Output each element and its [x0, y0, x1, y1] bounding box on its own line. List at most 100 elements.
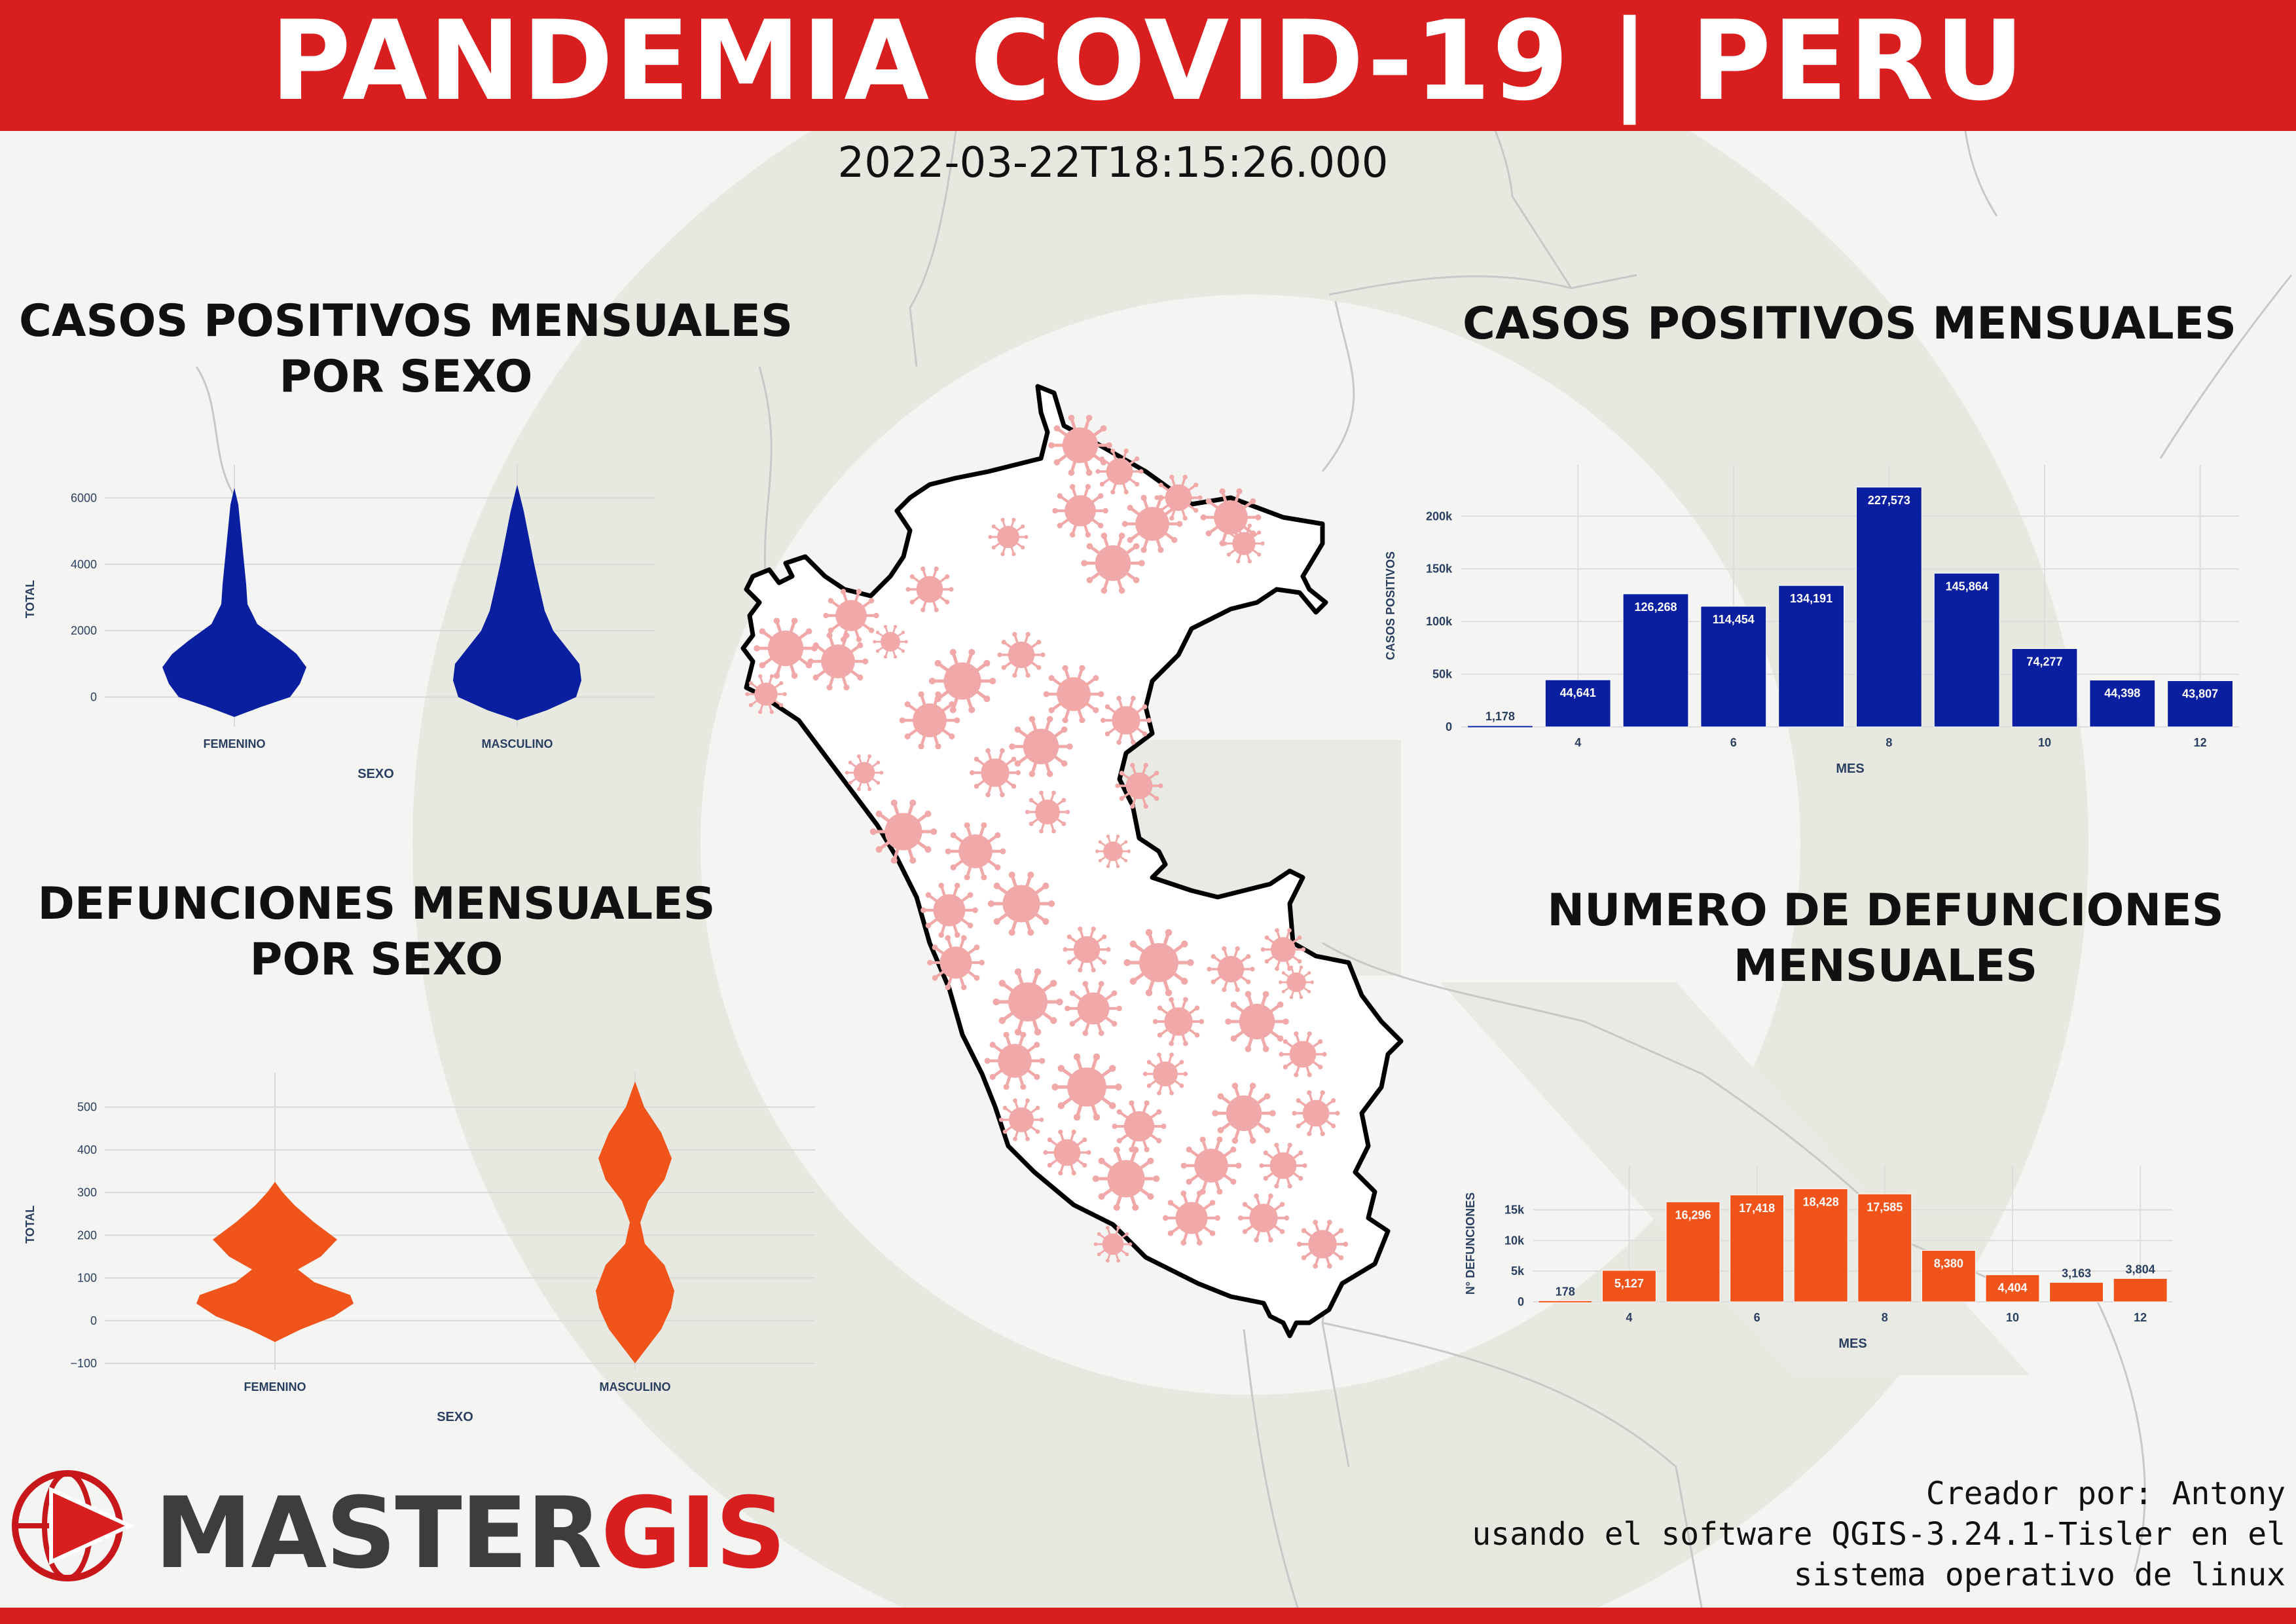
- virus-icon: [1223, 523, 1265, 564]
- virus-icon: [984, 1031, 1046, 1090]
- bar-value-label: 43,807: [2182, 688, 2218, 701]
- virus-icon: [1043, 665, 1104, 724]
- virus-markers: [745, 415, 1349, 1269]
- virus-icon: [1207, 946, 1255, 992]
- y-tick-label: 150k: [1426, 563, 1453, 576]
- virus-icon: [1163, 1190, 1220, 1246]
- title-banner: PANDEMIA COVID-19 | PERU: [0, 0, 2296, 131]
- virus-icon: [1296, 1219, 1349, 1269]
- credit-text: Creador por: Antony usando el software QG…: [1472, 1473, 2286, 1595]
- y-tick-label: 5k: [1511, 1264, 1525, 1278]
- bar-value-label: 1,178: [1485, 710, 1515, 723]
- bar-month-3: [1538, 1300, 1593, 1303]
- y-tick-label: 50k: [1432, 668, 1453, 681]
- bar-deaths-title-line1: NUMERO DE DEFUNCIONES: [1547, 885, 2224, 936]
- bar-month-4: [1544, 679, 1611, 728]
- virus-icon: [1052, 484, 1108, 538]
- bar-month-11: [2089, 680, 2156, 728]
- x-tick-label: 6: [1730, 736, 1737, 749]
- virus-icon: [1180, 1136, 1242, 1195]
- virus-icon: [754, 618, 818, 679]
- globe-play-icon: [12, 1470, 135, 1581]
- x-tick-label: 8: [1882, 1311, 1888, 1324]
- y-axis-title: TOTAL: [24, 580, 37, 618]
- bar-month-4: [1601, 1270, 1656, 1302]
- virus-icon: [1259, 1143, 1307, 1189]
- violin-deaths-title: DEFUNCIONES MENSUALES POR SEXO: [0, 876, 753, 987]
- x-tick-label: 10: [2006, 1311, 2019, 1324]
- virus-icon: [1048, 415, 1112, 476]
- bar-month-11: [2049, 1282, 2104, 1302]
- virus-icon: [1279, 965, 1314, 999]
- virus-icon: [869, 800, 938, 864]
- bar-value-label: 3,163: [2062, 1266, 2091, 1280]
- credit-line1: Creador por: Antony: [1925, 1475, 2286, 1512]
- x-axis-title: SEXO: [437, 1410, 473, 1424]
- virus-icon: [1260, 928, 1306, 971]
- virus-icon: [807, 632, 869, 691]
- mastergis-logo: MASTERGIS: [5, 1464, 786, 1591]
- x-tick-label: 4: [1575, 736, 1581, 749]
- y-axis-title: N° DEFUNCIONES: [1464, 1192, 1477, 1295]
- violin-cases-title-line2: POR SEXO: [279, 351, 533, 403]
- virus-icon: [823, 589, 879, 642]
- y-tick-label: 4000: [71, 558, 97, 571]
- virus-icon: [1115, 763, 1163, 809]
- virus-icon: [1025, 790, 1070, 834]
- virus-icon: [988, 517, 1029, 557]
- x-category-label: MASCULINO: [482, 737, 553, 750]
- bar-month-3: [1467, 725, 1533, 728]
- violin-masculino: [596, 1081, 674, 1363]
- x-tick-label: 12: [2194, 736, 2207, 749]
- bar-month-5: [1666, 1201, 1721, 1302]
- bar-month-8: [1856, 487, 1922, 728]
- virus-icon: [1095, 834, 1131, 868]
- y-tick-label: 300: [77, 1186, 97, 1199]
- virus-icon: [1142, 1052, 1188, 1096]
- virus-icon: [1063, 927, 1111, 972]
- logo-text: MASTERGIS: [155, 1477, 786, 1591]
- virus-icon: [1237, 1193, 1290, 1243]
- bar-value-label: 114,454: [1713, 613, 1755, 626]
- y-tick-label: 100: [77, 1272, 97, 1285]
- bar-value-label: 17,418: [1739, 1202, 1775, 1215]
- virus-icon: [987, 872, 1055, 936]
- virus-icon: [1092, 1147, 1160, 1211]
- x-axis-title: MES: [1836, 762, 1864, 776]
- bar-value-label: 74,277: [2026, 655, 2062, 669]
- violin-deaths-title-line1: DEFUNCIONES MENSUALES: [37, 878, 716, 930]
- bar-month-6: [1730, 1194, 1785, 1302]
- country-borders: [195, 0, 2293, 1624]
- x-category-label: FEMENINO: [244, 1380, 306, 1393]
- bar-month-12: [2167, 680, 2233, 728]
- bar-value-label: 227,573: [1868, 494, 1910, 507]
- bar-month-12: [2113, 1278, 2168, 1302]
- bottom-bar: [0, 1608, 2296, 1624]
- y-tick-label: 200: [77, 1228, 97, 1242]
- virus-icon: [1081, 532, 1145, 594]
- bar-month-6: [1700, 606, 1767, 728]
- virus-icon: [1100, 695, 1152, 745]
- violin-chart-cases: 0 2000 4000 6000 FEMENINO MASCULINO SEXO TOTAL: [24, 465, 655, 781]
- bar-value-label: 18,428: [1803, 1195, 1839, 1208]
- virus-icon: [993, 968, 1063, 1036]
- bar-value-label: 178: [1556, 1285, 1575, 1298]
- bar-deaths-title-line2: MENSUALES: [1733, 940, 2038, 992]
- virus-icon: [1212, 1082, 1276, 1144]
- virus-icon: [1095, 449, 1144, 494]
- violin-chart-deaths: −100 0 100 200 300 400 500 FEMENINO MASCULINO SEX…: [24, 1073, 815, 1424]
- bar-value-label: 134,191: [1790, 592, 1832, 605]
- y-tick-label: 0: [90, 691, 97, 704]
- bar-value-label: 126,268: [1634, 600, 1677, 614]
- bar-value-label: 4,404: [1997, 1282, 2027, 1295]
- bar-value-label: 44,641: [1560, 686, 1596, 699]
- x-tick-label: 10: [2038, 736, 2051, 749]
- y-tick-label: 0: [1518, 1295, 1524, 1308]
- virus-icon: [845, 754, 884, 791]
- y-tick-label: −100: [70, 1357, 97, 1370]
- virus-icon: [1123, 929, 1194, 997]
- x-category-label: FEMENINO: [203, 737, 265, 750]
- credit-line3: sistema operativo de linux: [1793, 1557, 2286, 1593]
- logo-text-master: MASTER: [155, 1477, 602, 1591]
- x-category-label: MASCULINO: [600, 1380, 671, 1393]
